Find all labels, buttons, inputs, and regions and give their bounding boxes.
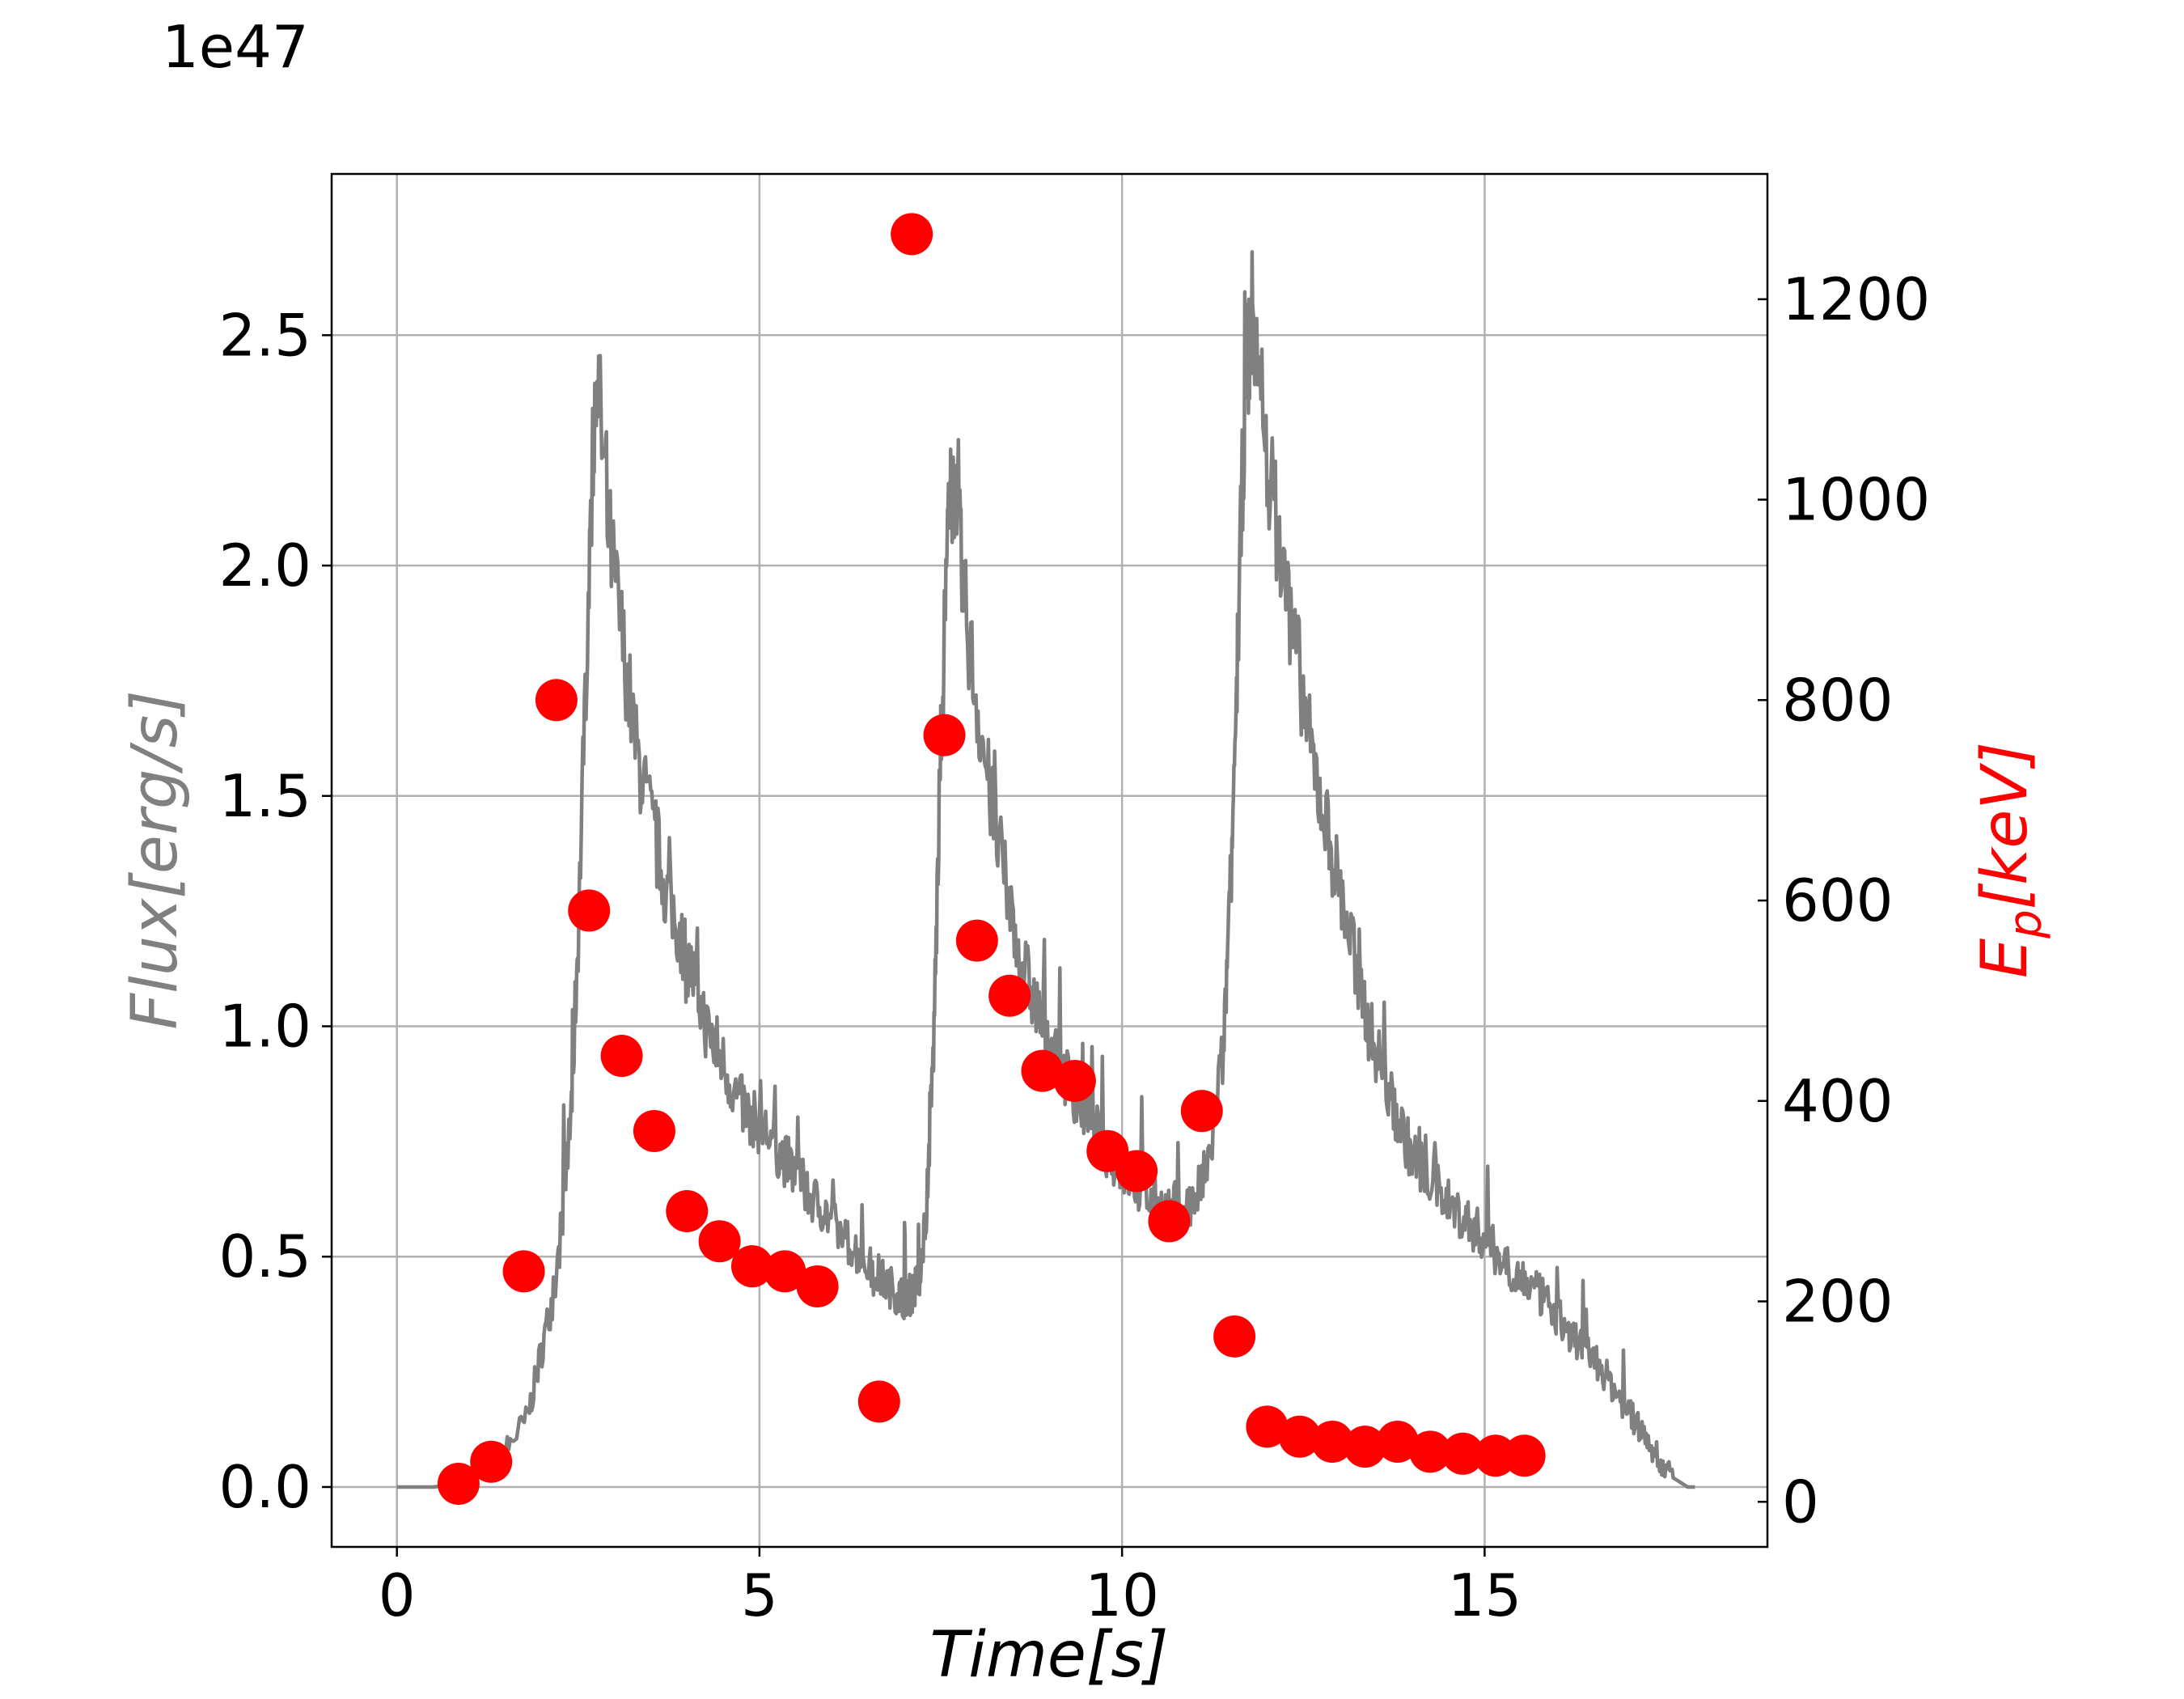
ep-point-7 bbox=[666, 1190, 709, 1233]
ep-point-17 bbox=[1021, 1049, 1064, 1092]
ep-point-12 bbox=[857, 1380, 900, 1423]
right-axis-label: Ep[keV] bbox=[1969, 742, 2052, 978]
plot-frame bbox=[330, 172, 1769, 1549]
ep-point-23 bbox=[1213, 1315, 1256, 1358]
ep-point-6 bbox=[633, 1109, 675, 1152]
grid-lines bbox=[332, 174, 1767, 1547]
ep-point-29 bbox=[1409, 1430, 1452, 1473]
ep-point-31 bbox=[1474, 1434, 1517, 1477]
left-tick-label-0: 0.0 bbox=[218, 1453, 311, 1521]
ep-point-26 bbox=[1311, 1420, 1354, 1463]
ep-series bbox=[437, 213, 1546, 1505]
ep-point-30 bbox=[1441, 1432, 1484, 1475]
ep-point-28 bbox=[1376, 1420, 1419, 1463]
right-tick-label-2: 400 bbox=[1782, 1067, 1893, 1135]
ep-point-25 bbox=[1278, 1415, 1321, 1458]
ep-point-2 bbox=[502, 1250, 545, 1293]
ep-point-9 bbox=[730, 1245, 773, 1288]
ep-point-16 bbox=[988, 974, 1031, 1017]
right-tick-label-6: 1200 bbox=[1782, 265, 1930, 333]
left-axis-label: Flux[erg/s] bbox=[119, 690, 192, 1029]
ep-point-13 bbox=[891, 213, 933, 256]
right-axis-ticks: 0 200 400 600 800 1000 1200 bbox=[1758, 265, 1930, 1536]
ep-point-14 bbox=[923, 714, 966, 756]
right-axis-label-rest: [keV] bbox=[1969, 742, 2042, 909]
left-tick-label-2: 1.0 bbox=[218, 993, 311, 1061]
x-tick-label-1: 5 bbox=[741, 1561, 778, 1629]
ep-point-22 bbox=[1180, 1090, 1223, 1133]
x-tick-label-3: 15 bbox=[1448, 1561, 1522, 1629]
ep-point-0 bbox=[437, 1462, 480, 1505]
ep-point-4 bbox=[568, 889, 611, 932]
ep-point-1 bbox=[470, 1440, 513, 1483]
ep-point-32 bbox=[1503, 1434, 1546, 1477]
x-tick-label-2: 10 bbox=[1085, 1561, 1159, 1629]
right-axis-label-sub: p bbox=[2000, 909, 2052, 939]
ep-point-3 bbox=[535, 679, 578, 722]
right-tick-label-4: 800 bbox=[1782, 666, 1893, 734]
ep-point-15 bbox=[955, 919, 998, 962]
ep-point-8 bbox=[698, 1220, 741, 1263]
x-axis-label: Time[s] bbox=[930, 1619, 1169, 1692]
ep-point-10 bbox=[764, 1250, 806, 1293]
ep-point-20 bbox=[1115, 1150, 1158, 1193]
x-axis-ticks: 0 5 10 15 bbox=[379, 1547, 1522, 1629]
ep-point-11 bbox=[796, 1265, 839, 1307]
right-tick-label-3: 600 bbox=[1782, 866, 1893, 934]
flux-line bbox=[396, 250, 1696, 1492]
right-tick-label-5: 1000 bbox=[1782, 466, 1930, 534]
ep-point-27 bbox=[1344, 1426, 1386, 1468]
flux-series bbox=[396, 250, 1696, 1492]
ep-point-21 bbox=[1148, 1200, 1191, 1243]
ep-point-18 bbox=[1053, 1060, 1096, 1103]
x-tick-label-0: 0 bbox=[379, 1561, 416, 1629]
right-axis-label-main: E bbox=[1969, 938, 2042, 978]
right-tick-label-0: 0 bbox=[1782, 1468, 1819, 1536]
ep-point-5 bbox=[600, 1035, 643, 1078]
offset-label: 1e47 bbox=[162, 13, 309, 81]
left-axis-ticks: 0.0 0.5 1.0 1.5 2.0 2.5 bbox=[218, 301, 332, 1521]
left-tick-label-3: 1.5 bbox=[218, 762, 311, 830]
right-tick-label-1: 200 bbox=[1782, 1268, 1893, 1336]
left-tick-label-4: 2.0 bbox=[218, 532, 311, 600]
left-tick-label-1: 0.5 bbox=[218, 1222, 311, 1290]
ep-point-24 bbox=[1246, 1405, 1289, 1448]
left-tick-label-5: 2.5 bbox=[218, 301, 311, 369]
